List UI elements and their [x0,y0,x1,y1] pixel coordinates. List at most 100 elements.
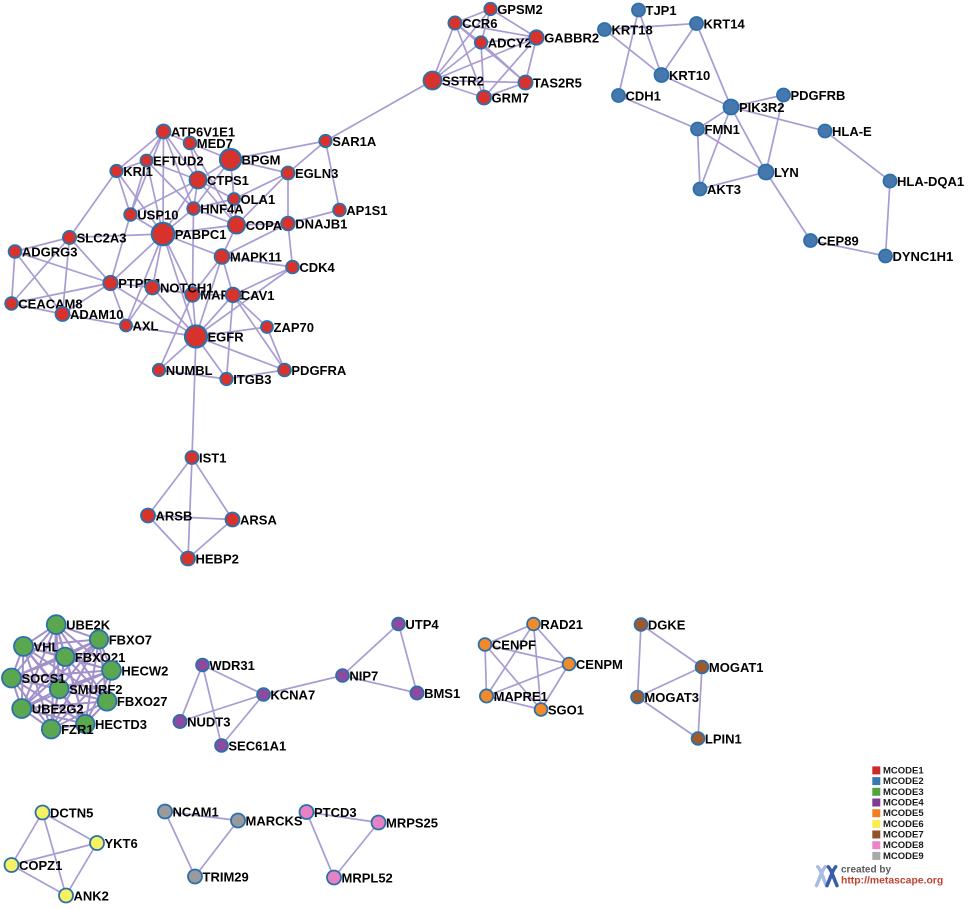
svg-text:PIK3R2: PIK3R2 [739,100,785,115]
svg-text:HLA-E: HLA-E [832,124,872,139]
svg-text:MCODE1: MCODE1 [883,765,924,776]
svg-text:KCNA7: KCNA7 [270,688,315,703]
svg-text:AP1S1: AP1S1 [346,203,387,218]
svg-text:DNAJB1: DNAJB1 [295,217,347,232]
svg-text:MAPRE1: MAPRE1 [494,689,548,704]
svg-text:CTPS1: CTPS1 [207,173,249,188]
svg-text:NIP7: NIP7 [349,669,378,684]
svg-text:MCODE3: MCODE3 [883,787,924,798]
svg-text:MED7: MED7 [197,136,233,151]
svg-text:SOCS1: SOCS1 [22,671,66,686]
svg-text:TRIM29: TRIM29 [203,870,249,885]
svg-text:BMS1: BMS1 [424,686,460,701]
svg-text:HECW2: HECW2 [121,663,168,678]
svg-text:LYN: LYN [774,165,799,180]
svg-text:GABBR2: GABBR2 [544,31,599,46]
svg-text:DYNC1H1: DYNC1H1 [893,249,954,264]
svg-text:UBE2K: UBE2K [66,618,111,633]
svg-text:SMURF2: SMURF2 [69,682,122,697]
svg-text:HLA-DQA1: HLA-DQA1 [897,174,964,189]
svg-text:DGKE: DGKE [648,618,686,633]
svg-text:SEC61A1: SEC61A1 [228,739,286,754]
svg-text:CCR6: CCR6 [462,16,497,31]
svg-text:HEBP2: HEBP2 [196,552,239,567]
svg-text:GRM7: GRM7 [492,91,530,106]
svg-text:WDR31: WDR31 [209,658,255,673]
svg-text:CENPM: CENPM [576,657,623,672]
svg-text:SSTR2: SSTR2 [442,74,484,89]
svg-text:NUMBL: NUMBL [166,363,213,378]
svg-text:FBXO7: FBXO7 [109,632,152,647]
svg-text:ANK2: ANK2 [74,889,109,904]
svg-text:COPZ1: COPZ1 [19,858,62,873]
svg-text:TJP1: TJP1 [646,3,677,18]
svg-text:ADAM10: ADAM10 [70,307,123,322]
svg-text:TAS2R5: TAS2R5 [533,76,582,91]
svg-text:AKT3: AKT3 [707,182,741,197]
svg-text:YKT6: YKT6 [105,836,138,851]
svg-text:VHL: VHL [34,639,60,654]
svg-text:ITGB3: ITGB3 [233,372,271,387]
svg-text:CAV1: CAV1 [241,288,275,303]
svg-text:MCODE2: MCODE2 [883,776,924,787]
svg-text:ARSB: ARSB [156,509,193,524]
svg-text:ADCY2: ADCY2 [488,36,532,51]
svg-text:HECTD3: HECTD3 [95,717,147,732]
svg-text:EGFR: EGFR [208,330,245,345]
svg-text:MCODE5: MCODE5 [883,808,924,819]
svg-text:UBE2G2: UBE2G2 [32,702,84,717]
svg-text:ZAP70: ZAP70 [274,320,314,335]
svg-text:MRPS25: MRPS25 [386,816,438,831]
svg-text:SAR1A: SAR1A [332,134,377,149]
svg-text:CDH1: CDH1 [626,89,661,104]
svg-text:PABPC1: PABPC1 [175,227,227,242]
svg-text:KRI1: KRI1 [123,164,153,179]
svg-text:DCTN5: DCTN5 [50,806,93,821]
svg-text:MARCKS: MARCKS [246,814,303,829]
svg-text:PDGFRA: PDGFRA [291,363,347,378]
svg-text:NOTCH1: NOTCH1 [160,281,213,296]
svg-text:EGLN3: EGLN3 [295,166,338,181]
svg-text:MOGAT1: MOGAT1 [709,660,764,675]
svg-text:MAPK11: MAPK11 [230,250,282,265]
svg-text:CEP89: CEP89 [818,234,859,249]
svg-text:ATP6V1E1: ATP6V1E1 [171,125,235,140]
svg-text:AXL: AXL [133,319,159,334]
svg-text:CDK4: CDK4 [299,260,335,275]
svg-text:PDGFRB: PDGFRB [791,88,846,103]
svg-text:UTP4: UTP4 [405,617,439,632]
svg-text:RAD21: RAD21 [540,617,583,632]
svg-text:IST1: IST1 [199,451,226,466]
svg-text:MCODE6: MCODE6 [883,819,924,830]
svg-text:FMN1: FMN1 [705,122,740,137]
svg-text:FBXO27: FBXO27 [117,694,168,709]
svg-text:SLC2A3: SLC2A3 [77,231,127,246]
svg-text:NUDT3: NUDT3 [187,715,230,730]
svg-text:PTCD3: PTCD3 [314,805,357,820]
svg-text:MRPL52: MRPL52 [342,871,393,886]
svg-text:FZR1: FZR1 [61,722,94,737]
svg-text:MCODE9: MCODE9 [883,851,924,862]
svg-text:OLA1: OLA1 [241,192,276,207]
svg-text:MCODE8: MCODE8 [883,840,924,851]
svg-text:MOGAT3: MOGAT3 [644,690,699,705]
svg-text:GPSM2: GPSM2 [497,2,543,17]
svg-text:COPA: COPA [246,218,283,233]
svg-text:SGO1: SGO1 [548,703,584,718]
svg-text:MCODE4: MCODE4 [883,798,924,809]
svg-text:KRT18: KRT18 [612,23,653,38]
svg-text:created by: created by [841,864,891,875]
svg-text:KRT10: KRT10 [669,68,710,83]
svg-text:LPIN1: LPIN1 [705,732,742,747]
svg-text:KRT14: KRT14 [704,17,746,32]
svg-text:HNF4A: HNF4A [200,202,244,217]
svg-text:CENPF: CENPF [492,638,536,653]
svg-text:MCODE7: MCODE7 [883,830,924,841]
svg-text:ADGRG3: ADGRG3 [22,245,78,260]
svg-text:NCAM1: NCAM1 [173,805,219,820]
svg-text:USP10: USP10 [137,208,178,223]
svg-text:EFTUD2: EFTUD2 [153,154,204,169]
svg-text:http://metascape.org: http://metascape.org [841,876,943,887]
svg-text:ARSA: ARSA [240,513,277,528]
svg-text:BPGM: BPGM [242,153,281,168]
